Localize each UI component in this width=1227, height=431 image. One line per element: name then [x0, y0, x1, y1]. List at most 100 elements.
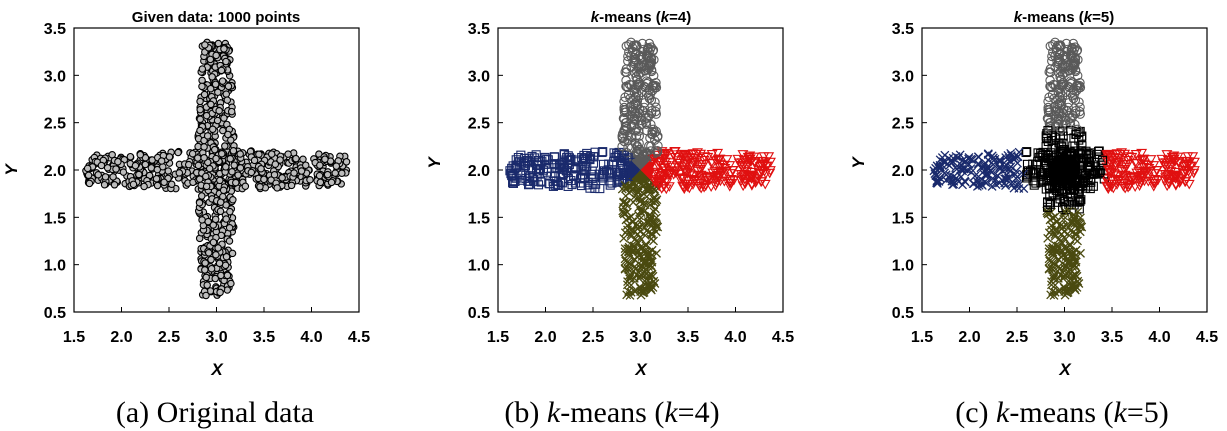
cluster-left-point	[987, 181, 997, 191]
cluster-left-point	[946, 155, 956, 165]
data-point	[227, 107, 236, 116]
y-tick-label: 2.0	[468, 163, 490, 180]
cluster-right-point	[737, 150, 749, 160]
cluster-bottom-point	[635, 250, 645, 260]
y-tick-label: 3.0	[468, 68, 490, 85]
data-point	[201, 41, 209, 49]
cluster-center-point	[1064, 197, 1074, 207]
cluster-bottom-point	[628, 248, 638, 258]
data-point	[315, 171, 324, 180]
cluster-right-point	[679, 164, 691, 175]
cluster-bottom-point	[619, 198, 628, 208]
cluster-top-point	[617, 141, 627, 152]
panel-caption: (b) k-means (k=4)	[504, 396, 719, 429]
data-point	[247, 168, 256, 177]
cluster-left-point	[931, 163, 941, 173]
cluster-bottom-point	[1063, 258, 1073, 268]
x-tick-label: 2.5	[1006, 329, 1028, 346]
cluster-left-point	[549, 159, 559, 169]
y-tick-label: 2.5	[44, 116, 66, 133]
cluster-bottom-point	[622, 221, 632, 230]
cluster-right-point	[1182, 152, 1194, 162]
cluster-right-point	[1113, 157, 1125, 168]
cluster-right-point	[1118, 165, 1130, 175]
cluster-center-point	[1076, 195, 1086, 205]
cluster-left-point	[552, 179, 563, 189]
data-point	[174, 148, 182, 157]
data-point	[101, 173, 110, 181]
cluster-bottom-point	[1063, 287, 1073, 297]
cluster-left-point	[988, 153, 998, 163]
data-point	[84, 171, 93, 180]
cluster-left-point	[564, 159, 574, 170]
data-point	[224, 82, 233, 91]
cluster-right-point	[678, 182, 690, 193]
data-point	[209, 238, 218, 247]
data-point	[222, 57, 230, 66]
data-point	[225, 224, 234, 232]
y-axis-label: Y	[2, 163, 21, 176]
panel-caption: (a) Original data	[116, 396, 314, 429]
cluster-top-point	[626, 131, 637, 141]
x-tick-label: 3.0	[205, 329, 227, 346]
cluster-bottom-point	[1052, 248, 1062, 258]
data-point	[100, 180, 109, 189]
cluster-left-point	[977, 179, 986, 189]
data-point	[212, 51, 220, 60]
cluster-right-point	[1107, 183, 1119, 194]
cluster-center-point	[1021, 173, 1032, 183]
cluster-top-point	[621, 75, 631, 86]
data-point	[160, 178, 168, 187]
data-point	[135, 170, 143, 179]
cluster-top-point	[1067, 113, 1077, 123]
data-point	[221, 142, 229, 150]
cluster-right-point	[1130, 150, 1142, 160]
cluster-right-point	[1184, 169, 1196, 179]
data-point	[220, 114, 228, 122]
cluster-center-point	[1029, 180, 1039, 190]
cluster-left-point	[612, 177, 622, 187]
cluster-top-point	[1064, 65, 1075, 76]
cluster-right-point	[746, 170, 758, 181]
cluster-center-point	[1076, 146, 1086, 156]
cluster-top-point	[636, 115, 647, 126]
cluster-bottom-point	[649, 236, 658, 246]
cluster-center-point	[1067, 185, 1077, 195]
cluster-bottom-point	[646, 270, 656, 280]
cluster-bottom-point	[639, 284, 649, 294]
cluster-right-point	[1162, 171, 1173, 182]
cluster-left-point	[1000, 165, 1010, 175]
cluster-bottom-point	[637, 243, 647, 253]
cluster-top-point	[620, 92, 630, 103]
cluster-right-point	[698, 182, 710, 193]
cluster-right-point	[1178, 162, 1190, 172]
cluster-bottom-point	[640, 197, 650, 207]
cluster-left-point	[576, 165, 586, 175]
cluster-left-point	[938, 157, 948, 167]
cluster-right-point	[1167, 155, 1179, 165]
data-point	[331, 169, 339, 177]
data-point	[194, 161, 203, 170]
cluster-left-point	[582, 151, 592, 161]
data-point	[198, 216, 206, 224]
cluster-left-point	[959, 164, 969, 174]
cluster-right-point	[714, 154, 726, 165]
cluster-top-point	[1054, 99, 1064, 110]
cluster-top-point	[1045, 64, 1056, 74]
cluster-top-point	[622, 148, 632, 158]
data-point	[260, 175, 268, 184]
cluster-top-point	[1071, 81, 1082, 92]
y-tick-label: 3.5	[892, 21, 914, 38]
x-tick-label: 1.5	[63, 329, 85, 346]
cluster-top-point	[636, 119, 647, 130]
cluster-top-point	[1062, 106, 1072, 116]
y-tick-label: 2.5	[468, 116, 490, 133]
cluster-right-point	[725, 169, 736, 179]
cluster-top-point	[647, 129, 657, 140]
data-point	[164, 167, 172, 175]
cluster-left-point	[941, 170, 951, 180]
cluster-center-point	[1088, 181, 1098, 191]
data-point	[207, 264, 216, 273]
cluster-left-point	[1007, 177, 1017, 187]
cluster-right-point	[694, 165, 706, 175]
